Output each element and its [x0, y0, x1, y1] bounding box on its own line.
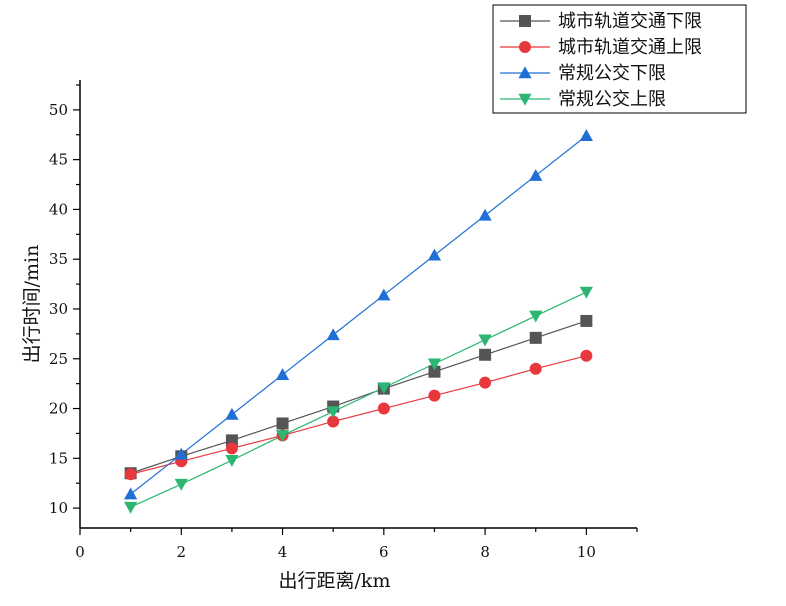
y-tick-label: 40	[49, 200, 68, 218]
marker-square	[519, 15, 531, 27]
marker-triangle-up	[427, 248, 442, 261]
series-line-4	[130, 291, 587, 508]
x-tick-label: 8	[480, 543, 490, 561]
marker-triangle-up	[529, 168, 543, 181]
marker-triangle-up	[174, 447, 188, 460]
x-tick-label: 6	[379, 543, 389, 561]
marker-circle	[377, 402, 390, 415]
marker-triangle-down	[518, 93, 532, 106]
legend-box	[492, 4, 747, 114]
marker-triangle-down	[529, 310, 543, 323]
marker-triangle-down	[124, 501, 138, 514]
x-tick-label: 0	[75, 543, 85, 561]
axes: 0 2 4 6 8 10 10 15 20 25 30 35 40 45 50	[49, 80, 638, 561]
y-tick-label: 45	[49, 151, 68, 169]
series-markers	[124, 129, 593, 514]
marker-circle	[580, 349, 593, 362]
marker-triangle-up	[478, 208, 492, 221]
marker-triangle-down	[377, 382, 391, 395]
series-line-1	[130, 320, 587, 474]
legend-label-3: 常规公交下限	[558, 63, 666, 84]
legend-label-4: 常规公交上限	[558, 89, 666, 110]
marker-square	[479, 348, 492, 361]
x-tick-label: 2	[176, 543, 186, 561]
y-tick-label: 15	[49, 449, 68, 467]
y-tick-label: 20	[49, 400, 68, 418]
legend-label-1: 城市轨道交通下限	[558, 11, 702, 32]
x-tick-label: 4	[278, 543, 288, 561]
marker-square	[580, 314, 593, 327]
marker-triangle-up	[225, 407, 239, 420]
marker-circle	[428, 389, 441, 402]
y-tick-label: 35	[49, 250, 68, 268]
marker-triangle-up	[579, 129, 593, 142]
marker-triangle-up	[275, 368, 290, 380]
y-tick-label: 30	[49, 300, 68, 318]
marker-triangle-up	[377, 288, 391, 301]
series-lines	[130, 135, 587, 508]
marker-square	[529, 331, 542, 344]
marker-square	[428, 365, 441, 378]
x-axis-title: 出行距离/km	[279, 570, 391, 592]
marker-triangle-down	[427, 358, 442, 371]
y-tick-label: 10	[49, 499, 68, 517]
marker-circle	[519, 41, 531, 53]
marker-triangle-down	[275, 430, 290, 443]
marker-triangle-up	[326, 328, 340, 341]
marker-triangle-down	[326, 406, 340, 419]
marker-circle	[225, 442, 238, 455]
y-axis-title: 出行时间/min	[21, 245, 43, 364]
marker-triangle-down	[174, 478, 188, 491]
marker-triangle-up	[518, 66, 532, 79]
marker-square	[276, 417, 289, 430]
marker-circle	[479, 376, 492, 389]
marker-circle	[327, 415, 340, 428]
y-tick-label: 25	[49, 350, 68, 368]
marker-circle	[124, 468, 137, 481]
marker-triangle-down	[225, 455, 239, 467]
marker-triangle-up	[124, 487, 138, 500]
marker-circle	[529, 362, 542, 375]
x-tick-label: 10	[577, 543, 596, 561]
series-line-3	[130, 135, 587, 495]
marker-triangle-down	[579, 286, 593, 299]
y-tick-label: 50	[49, 101, 68, 119]
marker-triangle-down	[478, 334, 492, 347]
series-line-2	[130, 355, 587, 475]
legend-label-2: 城市轨道交通上限	[558, 37, 702, 58]
